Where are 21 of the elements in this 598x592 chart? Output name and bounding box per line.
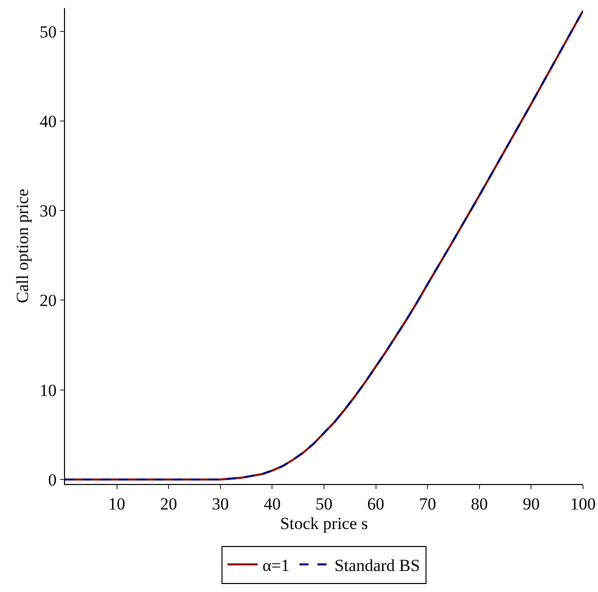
y-tick-label: 50 (40, 22, 57, 42)
y-tick-label: 0 (48, 470, 57, 490)
line-series (65, 10, 583, 481)
y-tick-label: 40 (40, 112, 57, 131)
y-tick-label: 10 (40, 380, 57, 400)
x-tick-label: 60 (367, 494, 384, 514)
x-tick-label: 70 (419, 494, 436, 514)
x-tick-label: 40 (264, 494, 281, 514)
x-tick-label: 100 (570, 494, 596, 514)
x-axis-title: Stock price s (280, 514, 368, 533)
y-axis-title: Call option price (13, 188, 32, 304)
x-tick-label: 10 (108, 494, 126, 514)
x-tick-label: 30 (212, 494, 229, 514)
y-tick-label: 30 (40, 202, 57, 221)
x-tick-label: 20 (160, 494, 178, 514)
x-tick-label: 50 (316, 494, 332, 514)
x-tick-label: 90 (522, 494, 540, 514)
legend-label: α=1 (262, 556, 290, 576)
x-tick-label: 80 (470, 494, 488, 514)
y-tick-label: 20 (40, 291, 57, 310)
legend-label: Standard BS (334, 556, 420, 576)
